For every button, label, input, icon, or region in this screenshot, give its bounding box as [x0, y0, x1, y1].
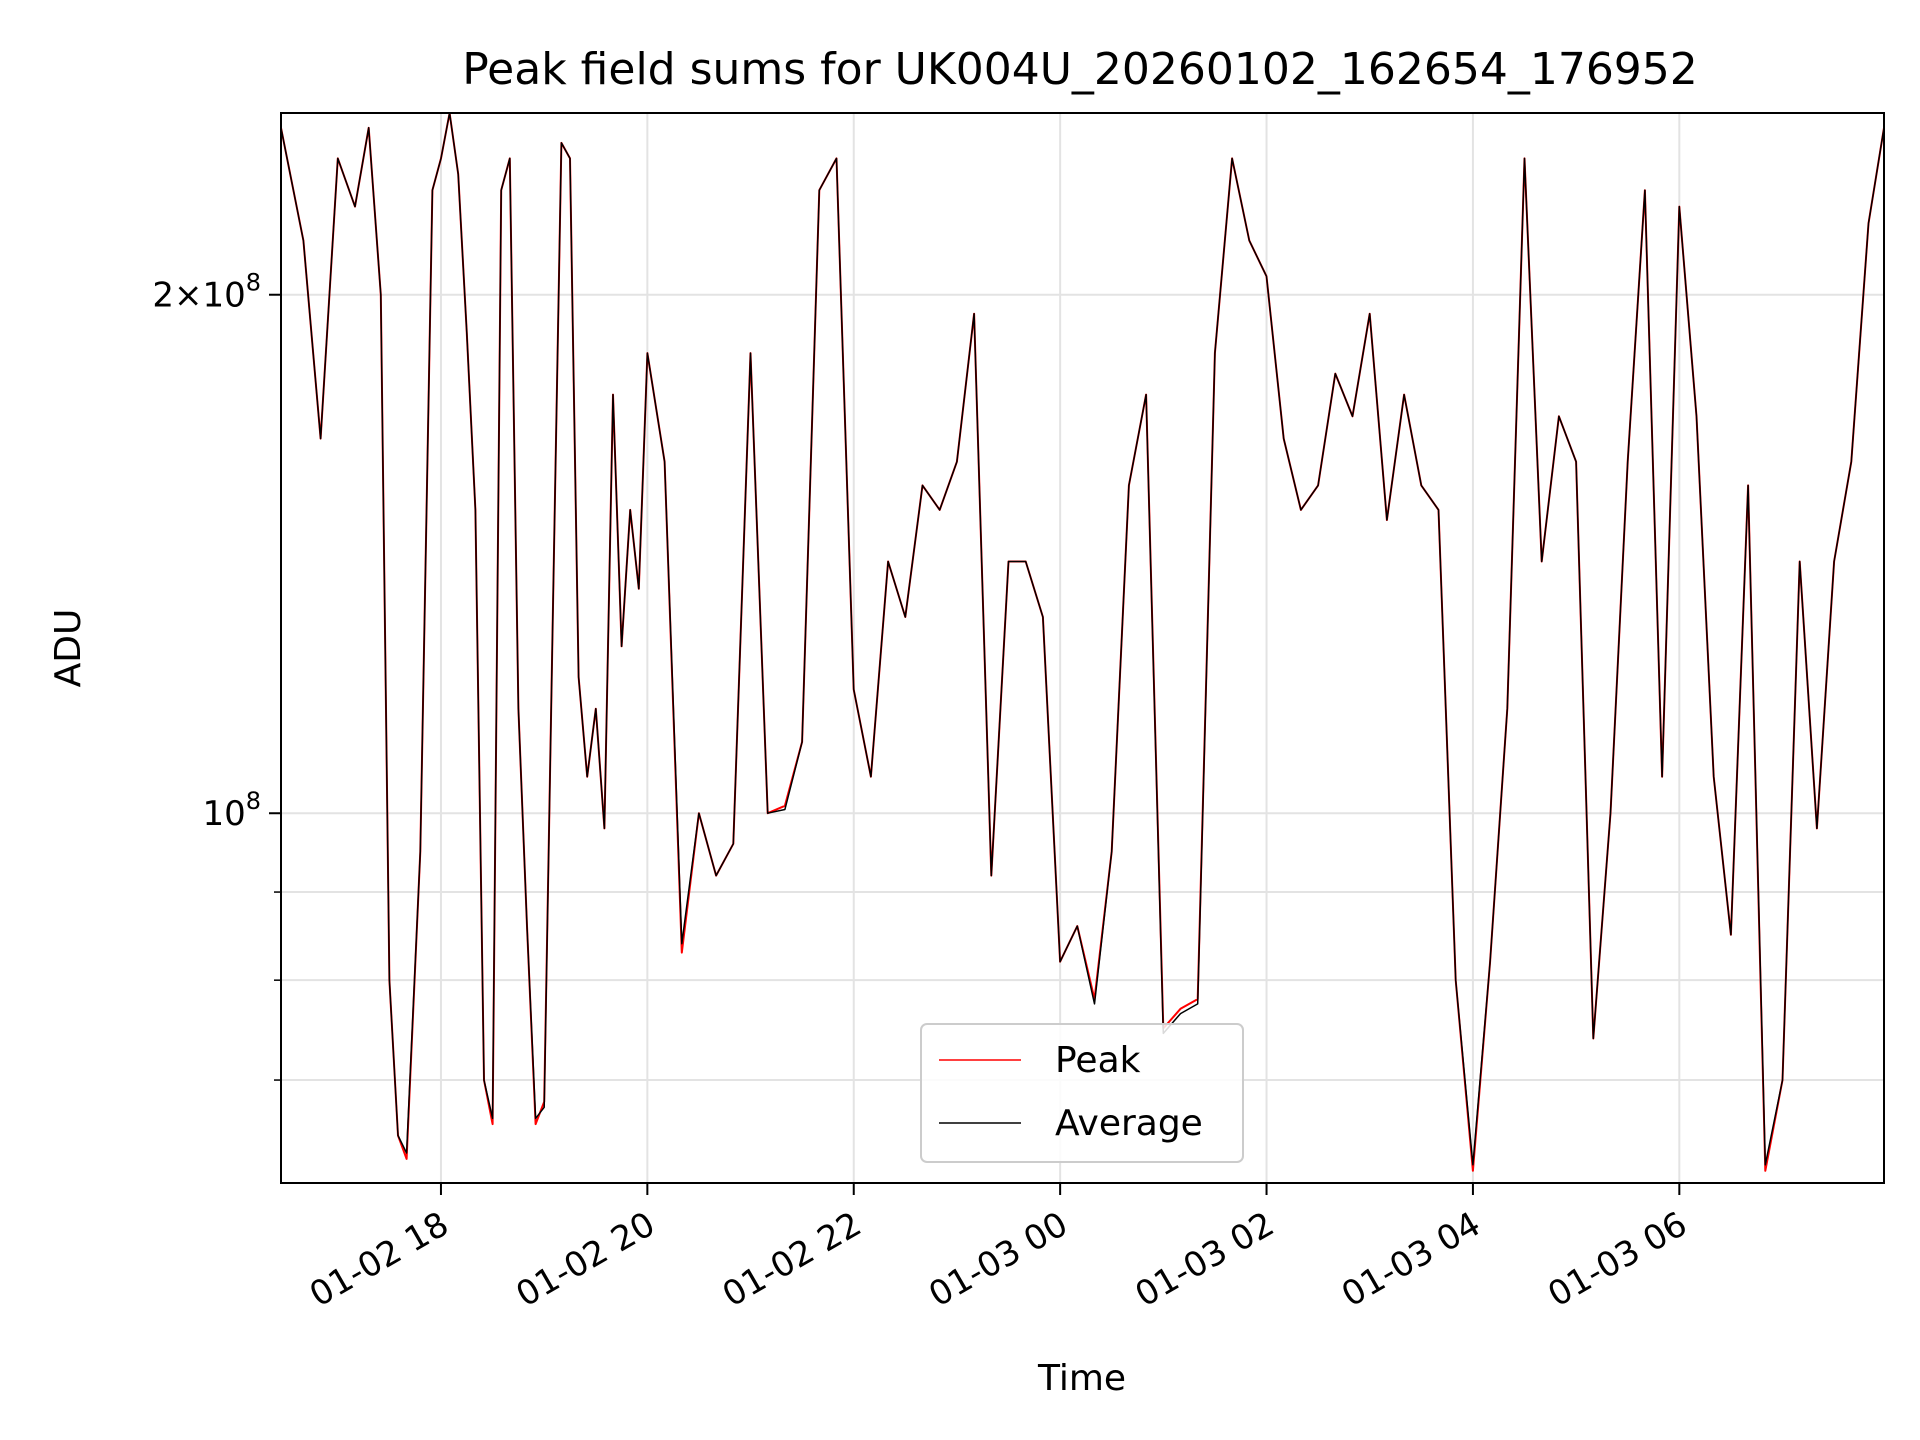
y-axis-label: ADU — [48, 609, 89, 688]
series-lines — [280, 112, 1885, 1172]
legend-label-peak: Peak — [1055, 1040, 1141, 1081]
x-axis-label: Time — [1037, 1358, 1126, 1399]
legend-label-average: Average — [1055, 1103, 1203, 1144]
plot-area-frame — [280, 112, 1885, 1184]
legend: Peak Average — [920, 1023, 1244, 1163]
y-tick-label: 2×108 — [152, 269, 261, 316]
chart-title: Peak field sums for UK004U_20260102_1626… — [462, 44, 1698, 95]
y-tick-label: 108 — [202, 787, 261, 834]
series-line-average — [280, 112, 1885, 1166]
legend-box — [920, 1023, 1244, 1163]
